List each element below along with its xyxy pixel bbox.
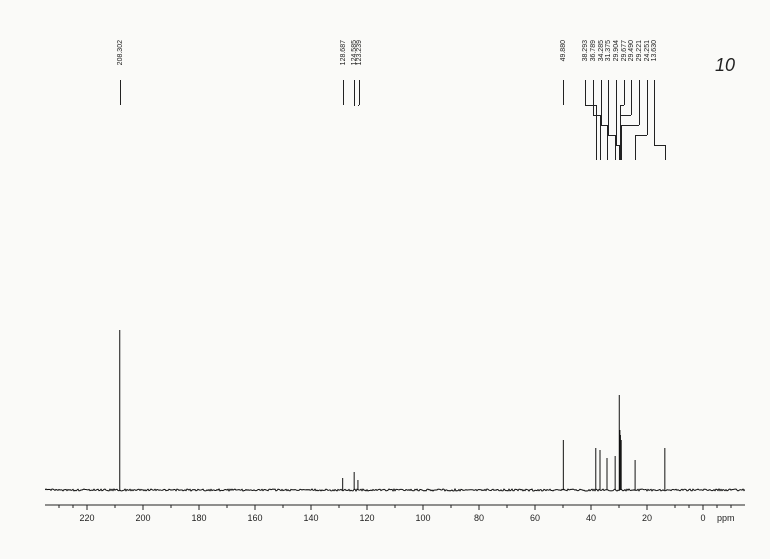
peak-dropline-joiner [358,105,359,106]
peak-dropline-joiner [593,115,600,116]
peak-dropline-joiner [621,125,639,126]
peak-dropline [585,80,586,105]
peak-dropline [354,80,355,105]
peak-dropline [621,125,622,160]
peak-dropline-joiner [635,135,647,136]
peak-dropline-joiner [585,105,595,106]
peak-dropline [631,80,632,115]
peak-dropline [639,80,640,125]
x-tick-label: 180 [191,513,206,523]
x-axis-label: ppm [717,513,735,523]
x-tick-label: 140 [303,513,318,523]
peak-dropline [601,80,602,125]
peak-dropline [647,80,648,135]
x-tick-label: 100 [415,513,430,523]
x-tick-label: 20 [642,513,652,523]
baseline [45,489,745,491]
x-tick-label: 60 [530,513,540,523]
peak-dropline [635,135,636,160]
peak-dropline [596,105,597,160]
x-tick-label: 120 [359,513,374,523]
x-tick-label: 0 [700,513,705,523]
peak-dropline-joiner [654,145,664,146]
peak-dropline [665,145,666,160]
peak-dropline [593,80,594,115]
x-tick-label: 200 [135,513,150,523]
peak-dropline [608,80,609,135]
peak-dropline-joiner [608,135,615,136]
peak-dropline [624,80,625,105]
peak-dropline [343,80,344,105]
peak-dropline [563,80,564,105]
peak-dropline [654,80,655,145]
peak-dropline-joiner [354,105,355,106]
nmr-spectrum-figure: { "figure": { "type": "line", "page_numb… [0,0,770,559]
peak-dropline [359,80,360,105]
x-tick-label: 220 [79,513,94,523]
plot-area: 220200180160140120100806040200ppm208.302… [45,35,745,510]
peak-dropline-joiner [620,115,631,116]
peak-dropline [120,80,121,105]
x-tick-label: 40 [586,513,596,523]
x-tick-label: 160 [247,513,262,523]
x-tick-label: 80 [474,513,484,523]
peak-dropline [616,80,617,145]
